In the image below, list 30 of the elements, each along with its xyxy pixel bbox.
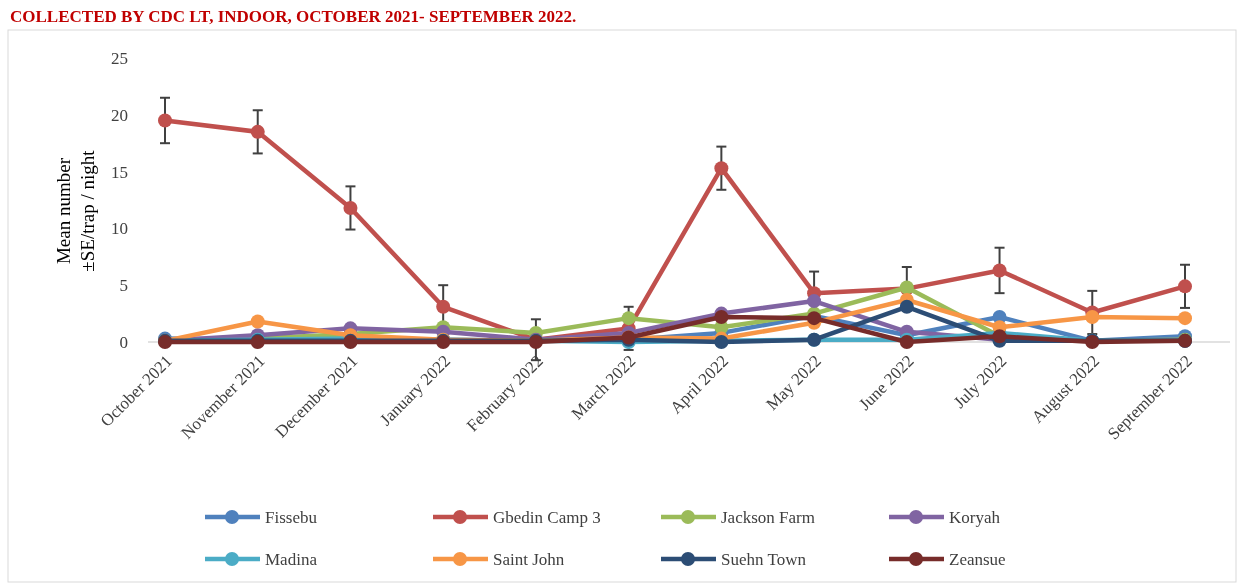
legend-label: Jackson Farm [721,507,815,527]
point [343,200,358,215]
point [714,310,729,325]
point [1085,310,1100,325]
y-tick-label: 20 [111,105,128,125]
point [158,113,172,128]
point [1178,311,1192,326]
legend-label: Koryah [949,507,1001,527]
point [899,299,914,314]
y-tick-label: 0 [119,332,128,352]
legend-label: Saint John [493,549,565,569]
legend-label: Gbedin Camp 3 [493,507,601,527]
point [250,124,265,139]
y-tick-label: 25 [111,48,128,68]
legend-label: Madina [265,549,318,569]
point [992,263,1007,278]
chart-title: COLLECTED BY CDC LT, INDOOR, OCTOBER 2021- SEPTEMBER 2022. [10,7,577,26]
point [714,161,729,176]
point [807,294,822,309]
legend-label: Zeansue [949,549,1006,569]
legend-label: Fissebu [265,507,318,527]
y-tick-label: 10 [111,219,128,239]
y-axis-title: Mean number ±SE/trap / night [53,149,98,272]
legend-label: Suehn Town [721,549,807,569]
y-tick-label: 5 [119,276,128,296]
point [1178,279,1192,294]
point [621,311,636,326]
point [436,299,451,314]
point [250,314,265,329]
y-tick-label: 15 [111,162,128,182]
